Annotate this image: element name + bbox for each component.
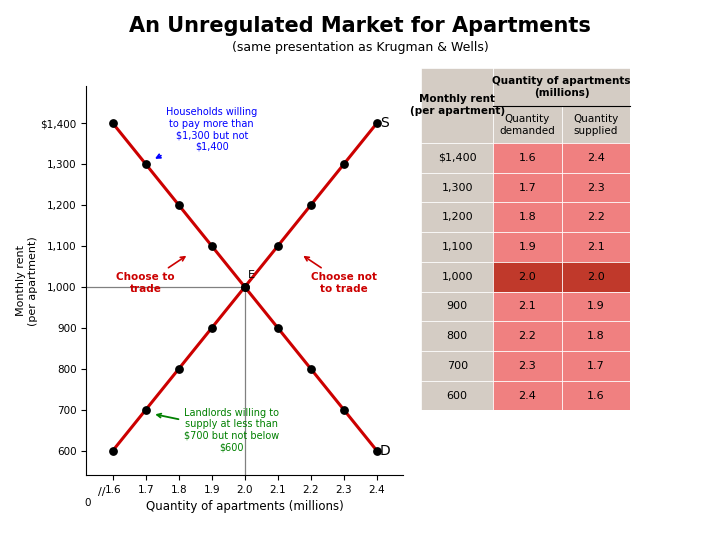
Text: 2.3: 2.3: [587, 183, 605, 193]
Text: S: S: [380, 116, 389, 130]
Point: [338, 160, 350, 168]
Point: [107, 119, 119, 127]
Point: [272, 242, 284, 251]
Text: Landlords willing to
supply at less than
$700 but not below
$600: Landlords willing to supply at less than…: [157, 408, 279, 453]
Text: 0: 0: [85, 498, 91, 508]
Text: (same presentation as Krugman & Wells): (same presentation as Krugman & Wells): [232, 40, 488, 53]
Text: 900: 900: [446, 301, 468, 312]
Text: 1,200: 1,200: [441, 212, 473, 222]
Text: 1.9: 1.9: [518, 242, 536, 252]
Point: [173, 364, 184, 373]
Text: 1.8: 1.8: [518, 212, 536, 222]
Point: [305, 201, 317, 210]
Text: 2.0: 2.0: [587, 272, 605, 282]
X-axis label: Quantity of apartments (millions): Quantity of apartments (millions): [146, 501, 343, 514]
Point: [272, 323, 284, 332]
Text: 1,100: 1,100: [441, 242, 473, 252]
Text: //: //: [97, 487, 105, 497]
Text: 2.1: 2.1: [587, 242, 605, 252]
Point: [140, 406, 152, 414]
Text: 1.7: 1.7: [518, 183, 536, 193]
Text: An Unregulated Market for Apartments: An Unregulated Market for Apartments: [129, 16, 591, 36]
Point: [239, 282, 251, 291]
Text: 2.3: 2.3: [518, 361, 536, 371]
Text: 2.4: 2.4: [518, 390, 536, 401]
Text: 800: 800: [446, 331, 468, 341]
Point: [338, 406, 350, 414]
Text: Choose to
trade: Choose to trade: [117, 257, 185, 294]
Text: 600: 600: [446, 390, 468, 401]
Text: 2.2: 2.2: [518, 331, 536, 341]
Text: Choose not
to trade: Choose not to trade: [305, 257, 377, 294]
Text: 2.0: 2.0: [518, 272, 536, 282]
Text: 1.7: 1.7: [587, 361, 605, 371]
Text: 1.6: 1.6: [518, 153, 536, 163]
Text: Monthly rent
(per apartment): Monthly rent (per apartment): [410, 94, 505, 116]
Point: [173, 201, 184, 210]
Text: E: E: [248, 269, 254, 280]
Text: 1,300: 1,300: [441, 183, 473, 193]
Text: 1.8: 1.8: [587, 331, 605, 341]
Point: [206, 242, 217, 251]
Point: [107, 447, 119, 455]
Text: Households willing
to pay more than
$1,300 but not
$1,400: Households willing to pay more than $1,3…: [157, 107, 258, 158]
Point: [239, 282, 251, 291]
Point: [206, 323, 217, 332]
Text: 700: 700: [446, 361, 468, 371]
Text: Quantity
demanded: Quantity demanded: [500, 114, 555, 136]
Text: 1.6: 1.6: [587, 390, 605, 401]
Point: [371, 447, 382, 455]
Point: [371, 119, 382, 127]
Text: 1.9: 1.9: [587, 301, 605, 312]
Text: 2.4: 2.4: [587, 153, 605, 163]
Text: Quantity of apartments
(millions): Quantity of apartments (millions): [492, 76, 631, 98]
Text: 1,000: 1,000: [441, 272, 473, 282]
Y-axis label: Monthly rent
(per apartment): Monthly rent (per apartment): [16, 236, 37, 326]
Point: [140, 160, 152, 168]
Text: D: D: [380, 444, 391, 457]
Text: 2.2: 2.2: [587, 212, 605, 222]
Text: $1,400: $1,400: [438, 153, 477, 163]
Text: Quantity
supplied: Quantity supplied: [573, 114, 618, 136]
Point: [305, 364, 317, 373]
Text: 2.1: 2.1: [518, 301, 536, 312]
